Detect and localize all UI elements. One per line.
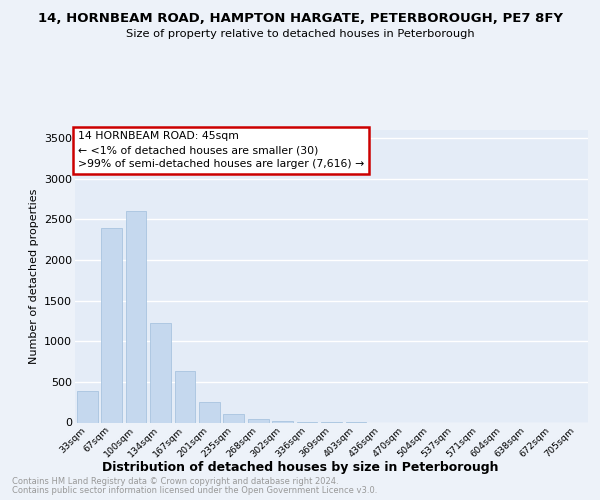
Bar: [101, 228, 122, 422]
Text: Contains HM Land Registry data © Crown copyright and database right 2024.: Contains HM Land Registry data © Crown c…: [12, 477, 338, 486]
Text: Size of property relative to detached houses in Peterborough: Size of property relative to detached ho…: [125, 29, 475, 39]
Text: 14 HORNBEAM ROAD: 45sqm
← <1% of detached houses are smaller (30)
>99% of semi-d: 14 HORNBEAM ROAD: 45sqm ← <1% of detache…: [77, 132, 364, 170]
Text: 14, HORNBEAM ROAD, HAMPTON HARGATE, PETERBOROUGH, PE7 8FY: 14, HORNBEAM ROAD, HAMPTON HARGATE, PETE…: [37, 12, 563, 26]
Text: Contains public sector information licensed under the Open Government Licence v3: Contains public sector information licen…: [12, 486, 377, 495]
Bar: [77, 391, 98, 422]
Y-axis label: Number of detached properties: Number of detached properties: [29, 188, 38, 364]
Bar: [199, 402, 220, 422]
Bar: [125, 211, 146, 422]
Bar: [248, 419, 269, 422]
Bar: [223, 414, 244, 422]
Text: Distribution of detached houses by size in Peterborough: Distribution of detached houses by size …: [102, 461, 498, 474]
Bar: [175, 370, 196, 422]
Bar: [150, 322, 171, 422]
